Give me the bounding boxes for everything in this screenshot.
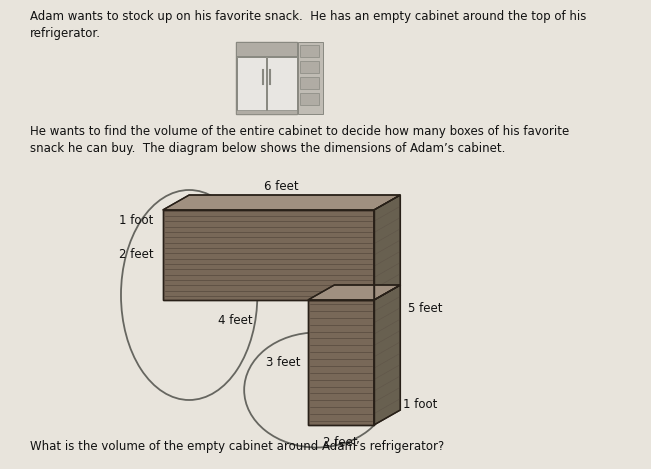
Bar xyxy=(300,93,320,105)
Text: 6 feet: 6 feet xyxy=(264,181,299,194)
Text: 2 feet: 2 feet xyxy=(119,249,154,262)
Bar xyxy=(236,42,298,56)
Polygon shape xyxy=(374,285,400,425)
Polygon shape xyxy=(374,195,400,300)
Bar xyxy=(237,57,266,112)
Polygon shape xyxy=(308,285,400,300)
Polygon shape xyxy=(308,300,374,425)
Text: He wants to find the volume of the entire cabinet to decide how many boxes of hi: He wants to find the volume of the entir… xyxy=(30,125,569,155)
Bar xyxy=(300,45,320,57)
Bar xyxy=(268,57,296,112)
Bar xyxy=(298,42,323,114)
Bar xyxy=(236,42,298,114)
Bar xyxy=(300,77,320,89)
Text: 3 feet: 3 feet xyxy=(266,356,301,369)
Text: 1 foot: 1 foot xyxy=(119,213,154,227)
Text: What is the volume of the empty cabinet around Adam’s refrigerator?: What is the volume of the empty cabinet … xyxy=(30,440,444,453)
Bar xyxy=(300,61,320,73)
Text: Adam wants to stock up on his favorite snack.  He has an empty cabinet around th: Adam wants to stock up on his favorite s… xyxy=(30,10,587,40)
Text: 5 feet: 5 feet xyxy=(408,303,442,316)
Polygon shape xyxy=(163,210,374,300)
Polygon shape xyxy=(163,195,400,210)
Text: 1 foot: 1 foot xyxy=(402,399,437,411)
Bar xyxy=(236,110,298,114)
Text: 2 feet: 2 feet xyxy=(323,437,358,449)
Text: 4 feet: 4 feet xyxy=(217,313,252,326)
